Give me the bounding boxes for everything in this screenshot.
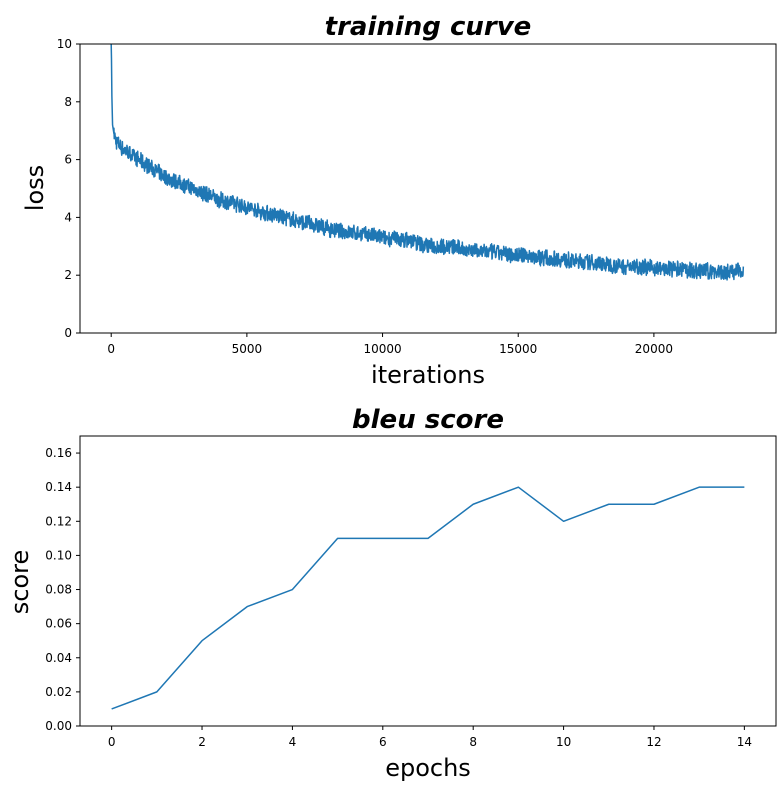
x-tick-label: 8 bbox=[469, 735, 477, 749]
y-tick-label: 2 bbox=[64, 268, 72, 282]
y-tick-label: 0.00 bbox=[45, 719, 72, 733]
x-axis-label: iterations bbox=[371, 361, 485, 389]
chart-title: training curve bbox=[325, 12, 532, 42]
x-tick-label: 0 bbox=[107, 342, 115, 356]
y-tick-label: 0.06 bbox=[45, 617, 72, 631]
y-axis-label: loss bbox=[21, 165, 49, 211]
x-tick-label: 0 bbox=[108, 735, 116, 749]
chart-title: bleu score bbox=[352, 405, 504, 435]
x-tick-label: 5000 bbox=[232, 342, 263, 356]
x-tick-label: 20000 bbox=[635, 342, 673, 356]
x-tick-label: 10000 bbox=[363, 342, 401, 356]
x-tick-label: 10 bbox=[556, 735, 571, 749]
y-tick-label: 0.08 bbox=[45, 583, 72, 597]
y-tick-label: 0.14 bbox=[45, 480, 72, 494]
y-tick-label: 6 bbox=[64, 153, 72, 167]
y-tick-label: 0.10 bbox=[45, 548, 72, 562]
plot-frame bbox=[79, 43, 777, 334]
y-tick-label: 8 bbox=[64, 95, 72, 109]
x-tick-label: 15000 bbox=[499, 342, 537, 356]
y-tick-label: 0.16 bbox=[45, 446, 72, 460]
y-tick-label: 0.04 bbox=[45, 651, 72, 665]
axis-ticks: 0 5000 10000 15000 20000 0 2 4 6 8 10 bbox=[57, 37, 673, 356]
y-tick-label: 0.12 bbox=[45, 514, 72, 528]
score-series-line bbox=[111, 486, 745, 710]
y-tick-label: 0.02 bbox=[45, 685, 72, 699]
x-tick-label: 4 bbox=[289, 735, 297, 749]
axis-ticks: 0 2 4 6 8 10 12 14 0.00 0.02 0.04 0.06 0.08 0.10 0.12 0… bbox=[45, 446, 752, 749]
x-tick-label: 6 bbox=[379, 735, 387, 749]
x-axis-label: epochs bbox=[385, 754, 471, 782]
plot-frame bbox=[79, 435, 777, 727]
x-tick-label: 12 bbox=[646, 735, 661, 749]
x-tick-label: 14 bbox=[737, 735, 752, 749]
x-tick-label: 2 bbox=[198, 735, 206, 749]
training-curve-chart: training curve iterations loss 0 5000 1000… bbox=[21, 12, 777, 389]
y-tick-label: 4 bbox=[64, 210, 72, 224]
y-axis-label: score bbox=[6, 550, 34, 615]
loss-series-line bbox=[110, 43, 745, 281]
bleu-score-chart: bleu score epochs score 0 2 4 6 8 10 12 140.000… bbox=[6, 405, 777, 782]
y-tick-label: 0 bbox=[64, 326, 72, 340]
y-tick-label: 10 bbox=[57, 37, 72, 51]
